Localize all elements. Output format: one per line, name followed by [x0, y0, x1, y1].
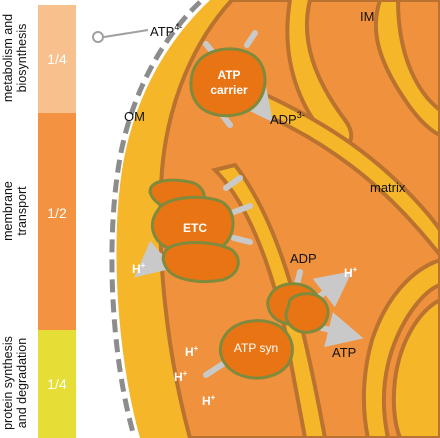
arrow-etc-2: [231, 203, 253, 215]
atp-syn-label: ATP syn: [234, 341, 278, 355]
arrow-etc-3: [231, 235, 253, 245]
atp-carrier-label-2: carrier: [210, 83, 248, 97]
label-h-matrix: H+: [344, 265, 358, 280]
arrow-etc-1: [223, 175, 243, 191]
arrow-h-in-1: [203, 359, 229, 378]
arrow-etc-4: [134, 240, 174, 278]
label-atp: ATP: [332, 345, 356, 360]
arrow-carrier-top: [244, 30, 258, 48]
fraction-bar-protein: [38, 330, 76, 438]
label-matrix: matrix: [370, 180, 406, 195]
label-atp-in: ATP4-: [150, 22, 182, 39]
label-h-etc: H+: [132, 261, 146, 276]
fraction-bar-metabolism: [38, 5, 76, 113]
label-h-ims-2: H+: [174, 369, 188, 384]
fraction-text-protein: 1/4: [47, 376, 67, 392]
atp-carrier: [189, 47, 267, 118]
atp-pointer-line: [103, 29, 149, 38]
fraction-text-transport: 1/2: [47, 205, 67, 221]
outer-membrane: [109, 0, 202, 437]
crista-bottom-right: [391, 297, 440, 438]
label-h-ims-1: H+: [185, 344, 199, 359]
fraction-bar-transport: [38, 113, 76, 330]
crista-middle: [211, 162, 328, 438]
label-h-ims-3: H+: [202, 393, 216, 408]
atp-pointer-dot: [92, 31, 104, 43]
label-adp-out: ADP3-: [270, 110, 305, 127]
etc-complex: [148, 178, 240, 284]
label-im: IM: [360, 9, 374, 24]
arrow-atp-out: [319, 312, 364, 348]
arrow-h-out: [312, 270, 353, 308]
atp-carrier-label-1: ATP: [217, 68, 240, 82]
label-adp: ADP: [290, 251, 317, 266]
etc-label: ETC: [183, 221, 207, 235]
label-om: OM: [124, 109, 145, 124]
crista-top-right: [373, 0, 440, 138]
atp-synthase: [218, 282, 330, 380]
fraction-text-metabolism: 1/4: [47, 51, 67, 67]
crista-lower-right: [361, 257, 440, 438]
